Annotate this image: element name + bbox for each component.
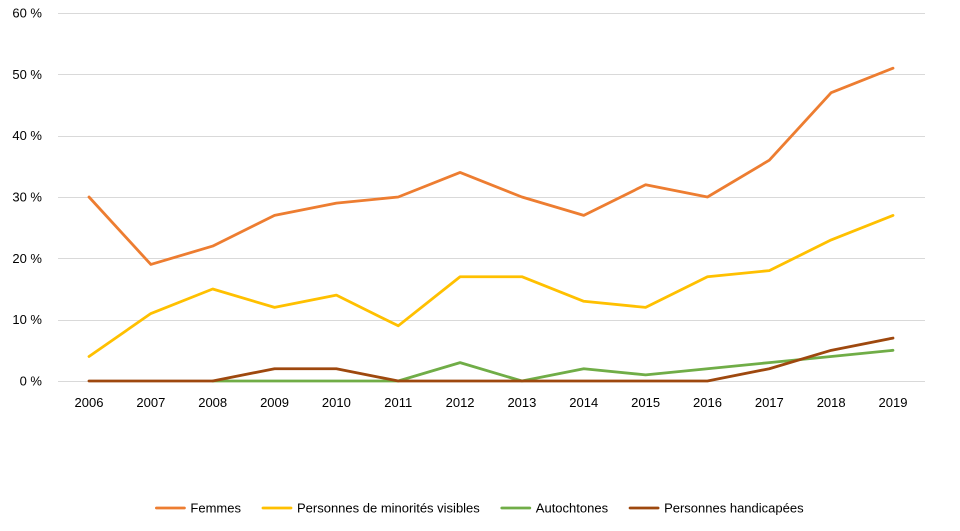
legend-label: Personnes handicapées	[664, 501, 804, 516]
x-tick-label: 2019	[879, 395, 908, 410]
series-personnes-handicapees	[87, 336, 895, 383]
series-line-autochtones	[211, 348, 895, 383]
x-tick-label: 2018	[817, 395, 846, 410]
x-tick-label: 2016	[693, 395, 722, 410]
series-personnes-de-minorites-visibles	[87, 213, 895, 358]
legend-label: Femmes	[190, 501, 241, 516]
legend-item-personnes-de-minorites-visibles: Personnes de minorités visibles	[261, 501, 480, 516]
x-tick-label: 2006	[75, 395, 104, 410]
y-tick-label: 50 %	[12, 67, 42, 82]
legend-label: Personnes de minorités visibles	[297, 501, 480, 516]
y-tick-label: 60 %	[12, 6, 42, 21]
legend-item-personnes-handicapees: Personnes handicapées	[628, 501, 804, 516]
legend: Femmes Personnes de minorités visibles Aut…	[155, 501, 804, 516]
series-line-personnes-de-minorites-visibles	[87, 213, 895, 358]
x-tick-label: 2014	[569, 395, 598, 410]
x-axis-ticks: 2006 2007 2008 2009 2010 2011 2012 2013 2014 2015…	[75, 395, 908, 410]
x-tick-label: 2009	[260, 395, 289, 410]
x-tick-label: 2015	[631, 395, 660, 410]
x-tick-label: 2008	[198, 395, 227, 410]
y-tick-label: 10 %	[12, 312, 42, 327]
y-tick-label: 20 %	[12, 251, 42, 266]
series-lines	[87, 66, 895, 383]
y-tick-label: 30 %	[12, 190, 42, 205]
series-autochtones	[211, 348, 895, 383]
legend-item-autochtones: Autochtones	[500, 501, 609, 516]
x-tick-label: 2017	[755, 395, 784, 410]
x-tick-label: 2007	[136, 395, 165, 410]
series-line-femmes	[87, 66, 895, 266]
series-line-personnes-handicapees	[87, 336, 895, 383]
series-femmes	[87, 66, 895, 266]
legend-label: Autochtones	[536, 501, 609, 516]
x-tick-label: 2011	[384, 395, 412, 410]
y-axis-ticks: 0 % 10 % 20 % 30 % 40 % 50 % 60 %	[12, 6, 42, 389]
legend-item-femmes: Femmes	[155, 501, 241, 516]
x-tick-label: 2010	[322, 395, 351, 410]
x-tick-label: 2013	[507, 395, 536, 410]
y-tick-label: 40 %	[12, 128, 42, 143]
gridlines	[58, 13, 925, 382]
y-tick-label: 0 %	[20, 374, 43, 389]
x-tick-label: 2012	[446, 395, 475, 410]
